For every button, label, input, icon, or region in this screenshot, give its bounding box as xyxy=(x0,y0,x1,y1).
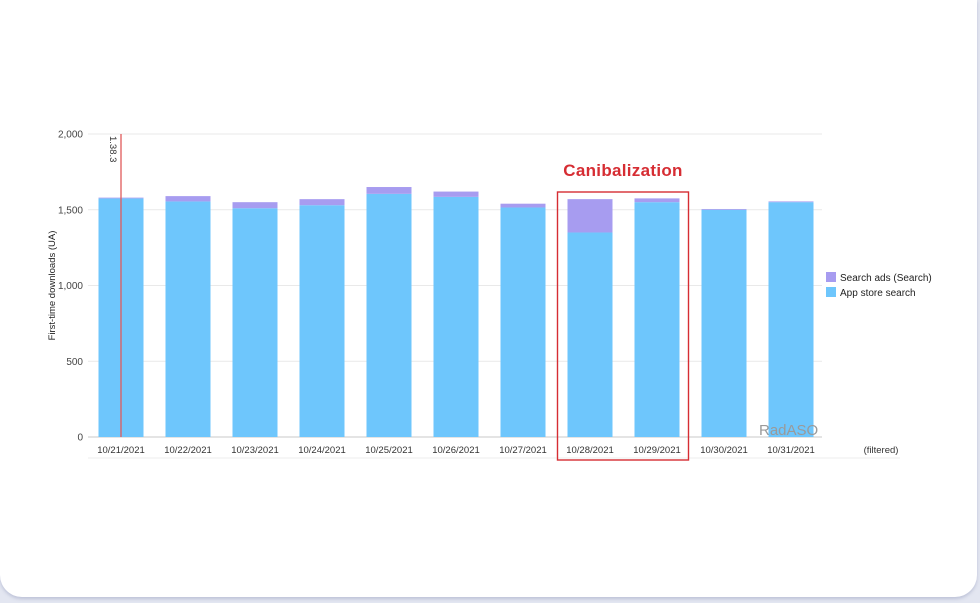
bar-segment xyxy=(299,199,345,206)
bar-segment xyxy=(366,193,412,437)
bar-segment xyxy=(433,196,479,437)
bar-segment xyxy=(433,191,479,197)
x-tick-label: 10/27/2021 xyxy=(499,445,547,456)
bar-segment xyxy=(299,205,345,437)
bar-segment xyxy=(701,208,747,210)
bar-segment xyxy=(366,187,412,194)
legend-label: Search ads (Search) xyxy=(840,273,932,284)
y-tick-label: 1,500 xyxy=(58,205,83,216)
bar-segment xyxy=(567,199,613,233)
x-tick-label: 10/21/2021 xyxy=(97,445,145,456)
bar-segment xyxy=(232,202,278,209)
x-tick-label: 10/29/2021 xyxy=(633,445,681,456)
bar-segment xyxy=(634,198,680,203)
bar-segment xyxy=(500,203,546,208)
bar-segment xyxy=(768,201,814,203)
legend-swatch xyxy=(826,287,836,297)
filtered-label: (filtered) xyxy=(864,445,899,456)
x-tick-label: 10/23/2021 xyxy=(231,445,279,456)
y-tick-label: 500 xyxy=(66,357,83,368)
x-tick-label: 10/24/2021 xyxy=(298,445,346,456)
canibalization-label: Canibalization xyxy=(563,161,682,180)
watermark-logo: RadASO xyxy=(759,422,818,439)
bar-segment xyxy=(165,201,211,437)
bar-segment xyxy=(165,196,211,202)
legend-label: App store search xyxy=(840,288,916,299)
bar-segment xyxy=(634,202,680,437)
x-tick-label: 10/26/2021 xyxy=(432,445,480,456)
bar-segment xyxy=(232,208,278,437)
bar-segment xyxy=(500,207,546,437)
y-tick-label: 1,000 xyxy=(58,281,83,292)
x-tick-label: 10/31/2021 xyxy=(767,445,815,456)
bar-segment xyxy=(768,202,814,437)
x-tick-label: 10/28/2021 xyxy=(566,445,614,456)
y-tick-label: 2,000 xyxy=(58,130,83,141)
x-tick-label: 10/25/2021 xyxy=(365,445,413,456)
y-axis-title: First-time downloads (UA) xyxy=(47,231,58,341)
y-tick-label: 0 xyxy=(77,433,83,444)
legend-swatch xyxy=(826,272,836,282)
x-tick-label: 10/30/2021 xyxy=(700,445,748,456)
bar-segment xyxy=(567,232,613,437)
release-marker-label: 1.38.3 xyxy=(107,136,118,162)
x-tick-label: 10/22/2021 xyxy=(164,445,212,456)
bar-segment xyxy=(701,209,747,437)
canibalization-box xyxy=(556,191,690,461)
